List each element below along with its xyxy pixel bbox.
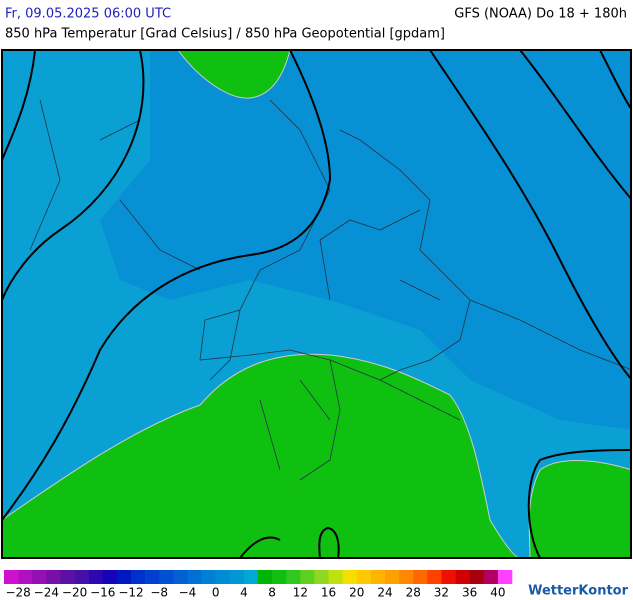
brand: WetterKontor [528,584,629,599]
isohypse [519,50,631,201]
colorbar-label: 16 [321,586,336,600]
colorbar-label: −20 [62,586,87,600]
color-swatch [131,570,146,584]
colorbar-label: −24 [34,586,59,600]
colorbar-label: −16 [90,586,115,600]
color-swatch [215,570,231,584]
color-swatch [314,570,329,584]
color-swatch [88,570,104,584]
date-title: Fr, 09.05.2025 06:00 UTC [5,7,171,22]
color-swatch [427,570,442,584]
color-swatch [60,570,75,584]
colorbar-label: 4 [240,586,248,600]
color-swatch [399,570,414,584]
color-swatch [201,570,216,584]
colorbar-label: 20 [349,586,364,600]
color-swatch [455,570,470,584]
colorbar-label: 8 [268,586,276,600]
color-swatch [243,570,259,584]
color-swatch [413,570,428,584]
colorbar-label: −4 [179,586,197,600]
color-swatch [342,570,358,584]
color-swatch [483,570,499,584]
warm-area [2,353,521,558]
colorbar-label: 28 [406,586,421,600]
border [119,199,631,481]
color-swatch [173,570,188,584]
isohypse [2,50,36,161]
colorbar-label: −8 [150,586,168,600]
colorbar-label: 36 [462,586,477,600]
colorbar-label: −12 [118,586,143,600]
color-swatch [286,570,301,584]
color-swatch [116,570,132,584]
colorbar-label: 12 [293,586,308,600]
model-title: GFS (NOAA) Do 18 + 180h [454,7,627,22]
color-swatch [187,570,202,584]
color-swatch [74,570,89,584]
map [1,49,632,559]
color-swatch [32,570,47,584]
color-swatch [4,570,19,584]
isohypse [599,50,631,111]
color-swatch [46,570,61,584]
colorbar-label: 0 [212,586,220,600]
isohypse [239,536,281,558]
color-swatch [258,570,273,584]
map-frame [1,49,632,559]
border [29,99,441,471]
color-swatch [497,570,513,584]
color-swatch [370,570,386,584]
color-swatch [356,570,372,584]
border [199,99,471,381]
color-swatch [145,570,160,584]
subtitle: 850 hPa Temperatur [Grad Celsius] / 850 … [5,27,445,42]
color-swatch [300,570,315,584]
color-swatch [159,570,174,584]
isohypse [429,50,631,381]
color-swatch [102,570,118,584]
colorbar: −28 −24 −20 −16 −12 −8 −4 0 4 8 12 16 20 24 28 32 36 40 [4,570,513,600]
color-swatch [229,570,245,584]
colorbar-label: 32 [434,586,449,600]
color-swatch [18,570,33,584]
isohypse [318,526,340,558]
warm-area [528,460,631,558]
color-swatch [272,570,287,584]
color-swatch [328,570,343,584]
cold-area [100,50,631,430]
colorbar-label: 40 [490,586,505,600]
colorbar-label: 24 [377,586,392,600]
colorbar-label: −28 [5,586,30,600]
isohypse [2,50,145,301]
color-swatch [441,570,456,584]
color-swatch [385,570,400,584]
color-swatch [469,570,485,584]
isohypse [2,50,332,521]
warm-area [177,50,291,99]
isohypse [527,449,631,558]
